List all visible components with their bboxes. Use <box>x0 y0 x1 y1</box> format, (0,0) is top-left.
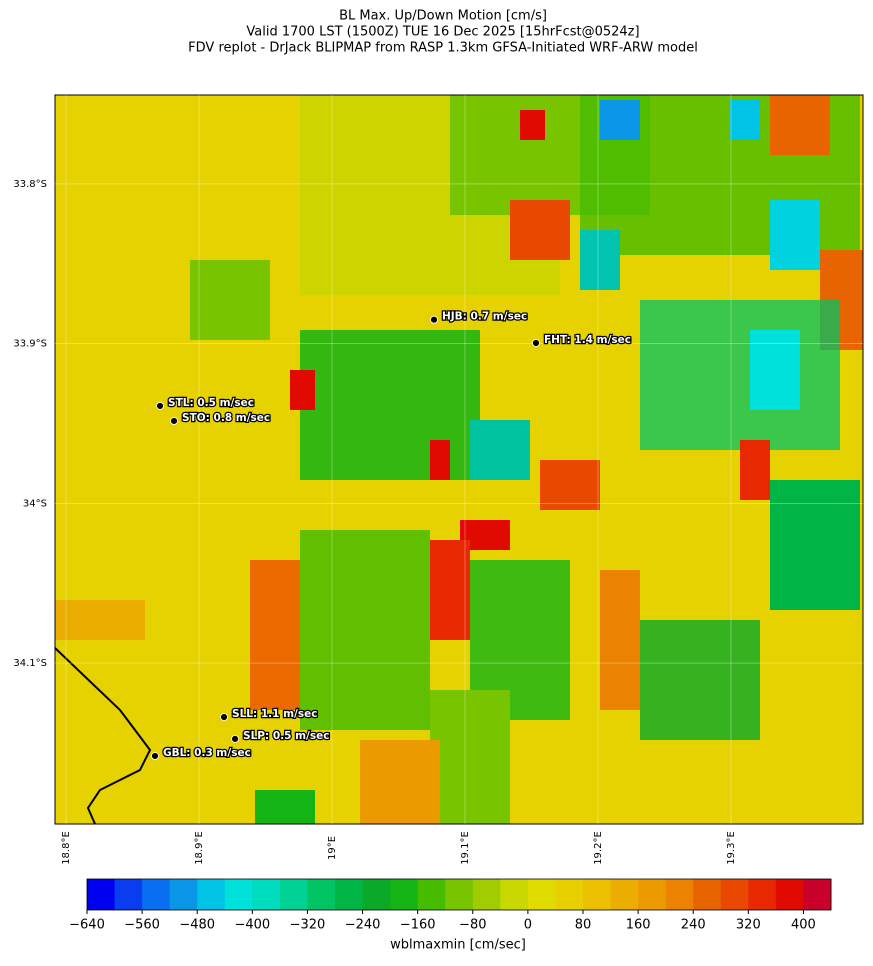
station-label: SLL: 1.1 m/sec <box>232 708 317 720</box>
x-tick-label: 19°E <box>327 836 338 860</box>
colorbar-swatch <box>279 879 308 910</box>
map-frame <box>54 94 864 825</box>
colorbar-swatch <box>335 879 364 910</box>
station-label: GBL: 0.3 m/sec <box>163 747 251 759</box>
colorbar-swatch <box>252 879 281 910</box>
station-marker <box>151 752 159 760</box>
station-marker <box>532 339 540 347</box>
colorbar-tick-label: 160 <box>626 918 651 933</box>
station-marker <box>170 417 178 425</box>
station-marker <box>231 734 239 743</box>
colorbar-tick-label: 400 <box>791 918 816 933</box>
station-marker <box>156 402 164 410</box>
map-raster <box>55 95 863 824</box>
colorbar-swatch <box>224 879 253 910</box>
colorbar-swatch <box>775 879 804 910</box>
colorbar-swatch <box>307 879 336 910</box>
colorbar-swatch <box>583 879 612 910</box>
x-tick-label: 18.9°E <box>194 831 205 865</box>
colorbar-tick-label: −320 <box>290 918 326 933</box>
station-label: FHT: 1.4 m/sec <box>544 334 631 346</box>
colorbar-swatch <box>803 879 832 910</box>
station-label: SLP: 0.5 m/sec <box>243 730 329 742</box>
colorbar-tick-label: 80 <box>575 918 592 933</box>
colorbar-tick-label: 240 <box>681 918 706 933</box>
x-tick-label: 19.2°E <box>593 831 604 865</box>
y-tick-label: 33.8°S <box>13 179 47 190</box>
colorbar-swatch <box>417 879 446 910</box>
y-tick-label: 33.9°S <box>13 339 47 350</box>
colorbar-swatch <box>445 879 474 910</box>
colorbar-tick-label: 320 <box>736 918 761 933</box>
colorbar-tick-label: 0 <box>524 918 532 933</box>
y-tick-label: 34.1°S <box>13 658 47 669</box>
colorbar-swatch <box>500 879 529 910</box>
station-marker <box>220 713 228 721</box>
station-label: STL: 0.5 m/sec <box>168 397 254 409</box>
colorbar: −640 −560 −480 −400 −320 −240 −160 −80 0 80 160 240… <box>69 878 832 933</box>
colorbar-tick-label: −640 <box>69 918 105 933</box>
colorbar-swatch <box>169 879 198 910</box>
colorbar-tick-label: −240 <box>345 918 381 933</box>
y-tick-label: 34°S <box>23 498 47 509</box>
colorbar-swatch <box>142 879 171 910</box>
colorbar-tick-label: −80 <box>459 918 486 933</box>
x-tick-label: 19.3°E <box>726 831 737 865</box>
colorbar-swatch <box>527 879 556 910</box>
colorbar-tick-label: −400 <box>234 918 270 933</box>
colorbar-frame <box>86 878 832 911</box>
colorbar-swatch <box>390 879 419 910</box>
subtitle: Valid 1700 LST (1500Z) TUE 16 Dec 2025 [… <box>246 25 639 40</box>
colorbar-swatch <box>665 879 694 910</box>
subtitle: FDV replot - DrJack BLIPMAP from RASP 1.… <box>188 41 698 56</box>
colorbar-swatch <box>472 879 501 910</box>
colorbar-swatch <box>197 879 226 910</box>
colorbar-swatch <box>638 879 667 910</box>
colorbar-swatch <box>693 879 722 910</box>
colorbar-tick-label: −160 <box>400 918 436 933</box>
station-label: HJB: 0.7 m/sec <box>442 311 527 323</box>
colorbar-swatch <box>555 879 584 910</box>
colorbar-tick-label: −480 <box>179 918 215 933</box>
station-label: STO: 0.8 m/sec <box>182 412 270 424</box>
colorbar-swatch <box>114 879 143 910</box>
colorbar-label: wblmaxmin [cm/sec] <box>390 938 526 953</box>
colorbar-swatch <box>720 879 749 910</box>
colorbar-swatch <box>362 879 391 910</box>
x-tick-label: 18.8°E <box>61 831 72 865</box>
colorbar-swatch <box>748 879 777 910</box>
colorbar-tick-label: −560 <box>124 918 160 933</box>
x-tick-label: 19.1°E <box>460 831 471 865</box>
station-marker <box>430 315 438 324</box>
colorbar-swatch <box>87 879 116 910</box>
colorbar-swatch <box>610 879 639 910</box>
title: BL Max. Up/Down Motion [cm/s] <box>339 9 547 24</box>
